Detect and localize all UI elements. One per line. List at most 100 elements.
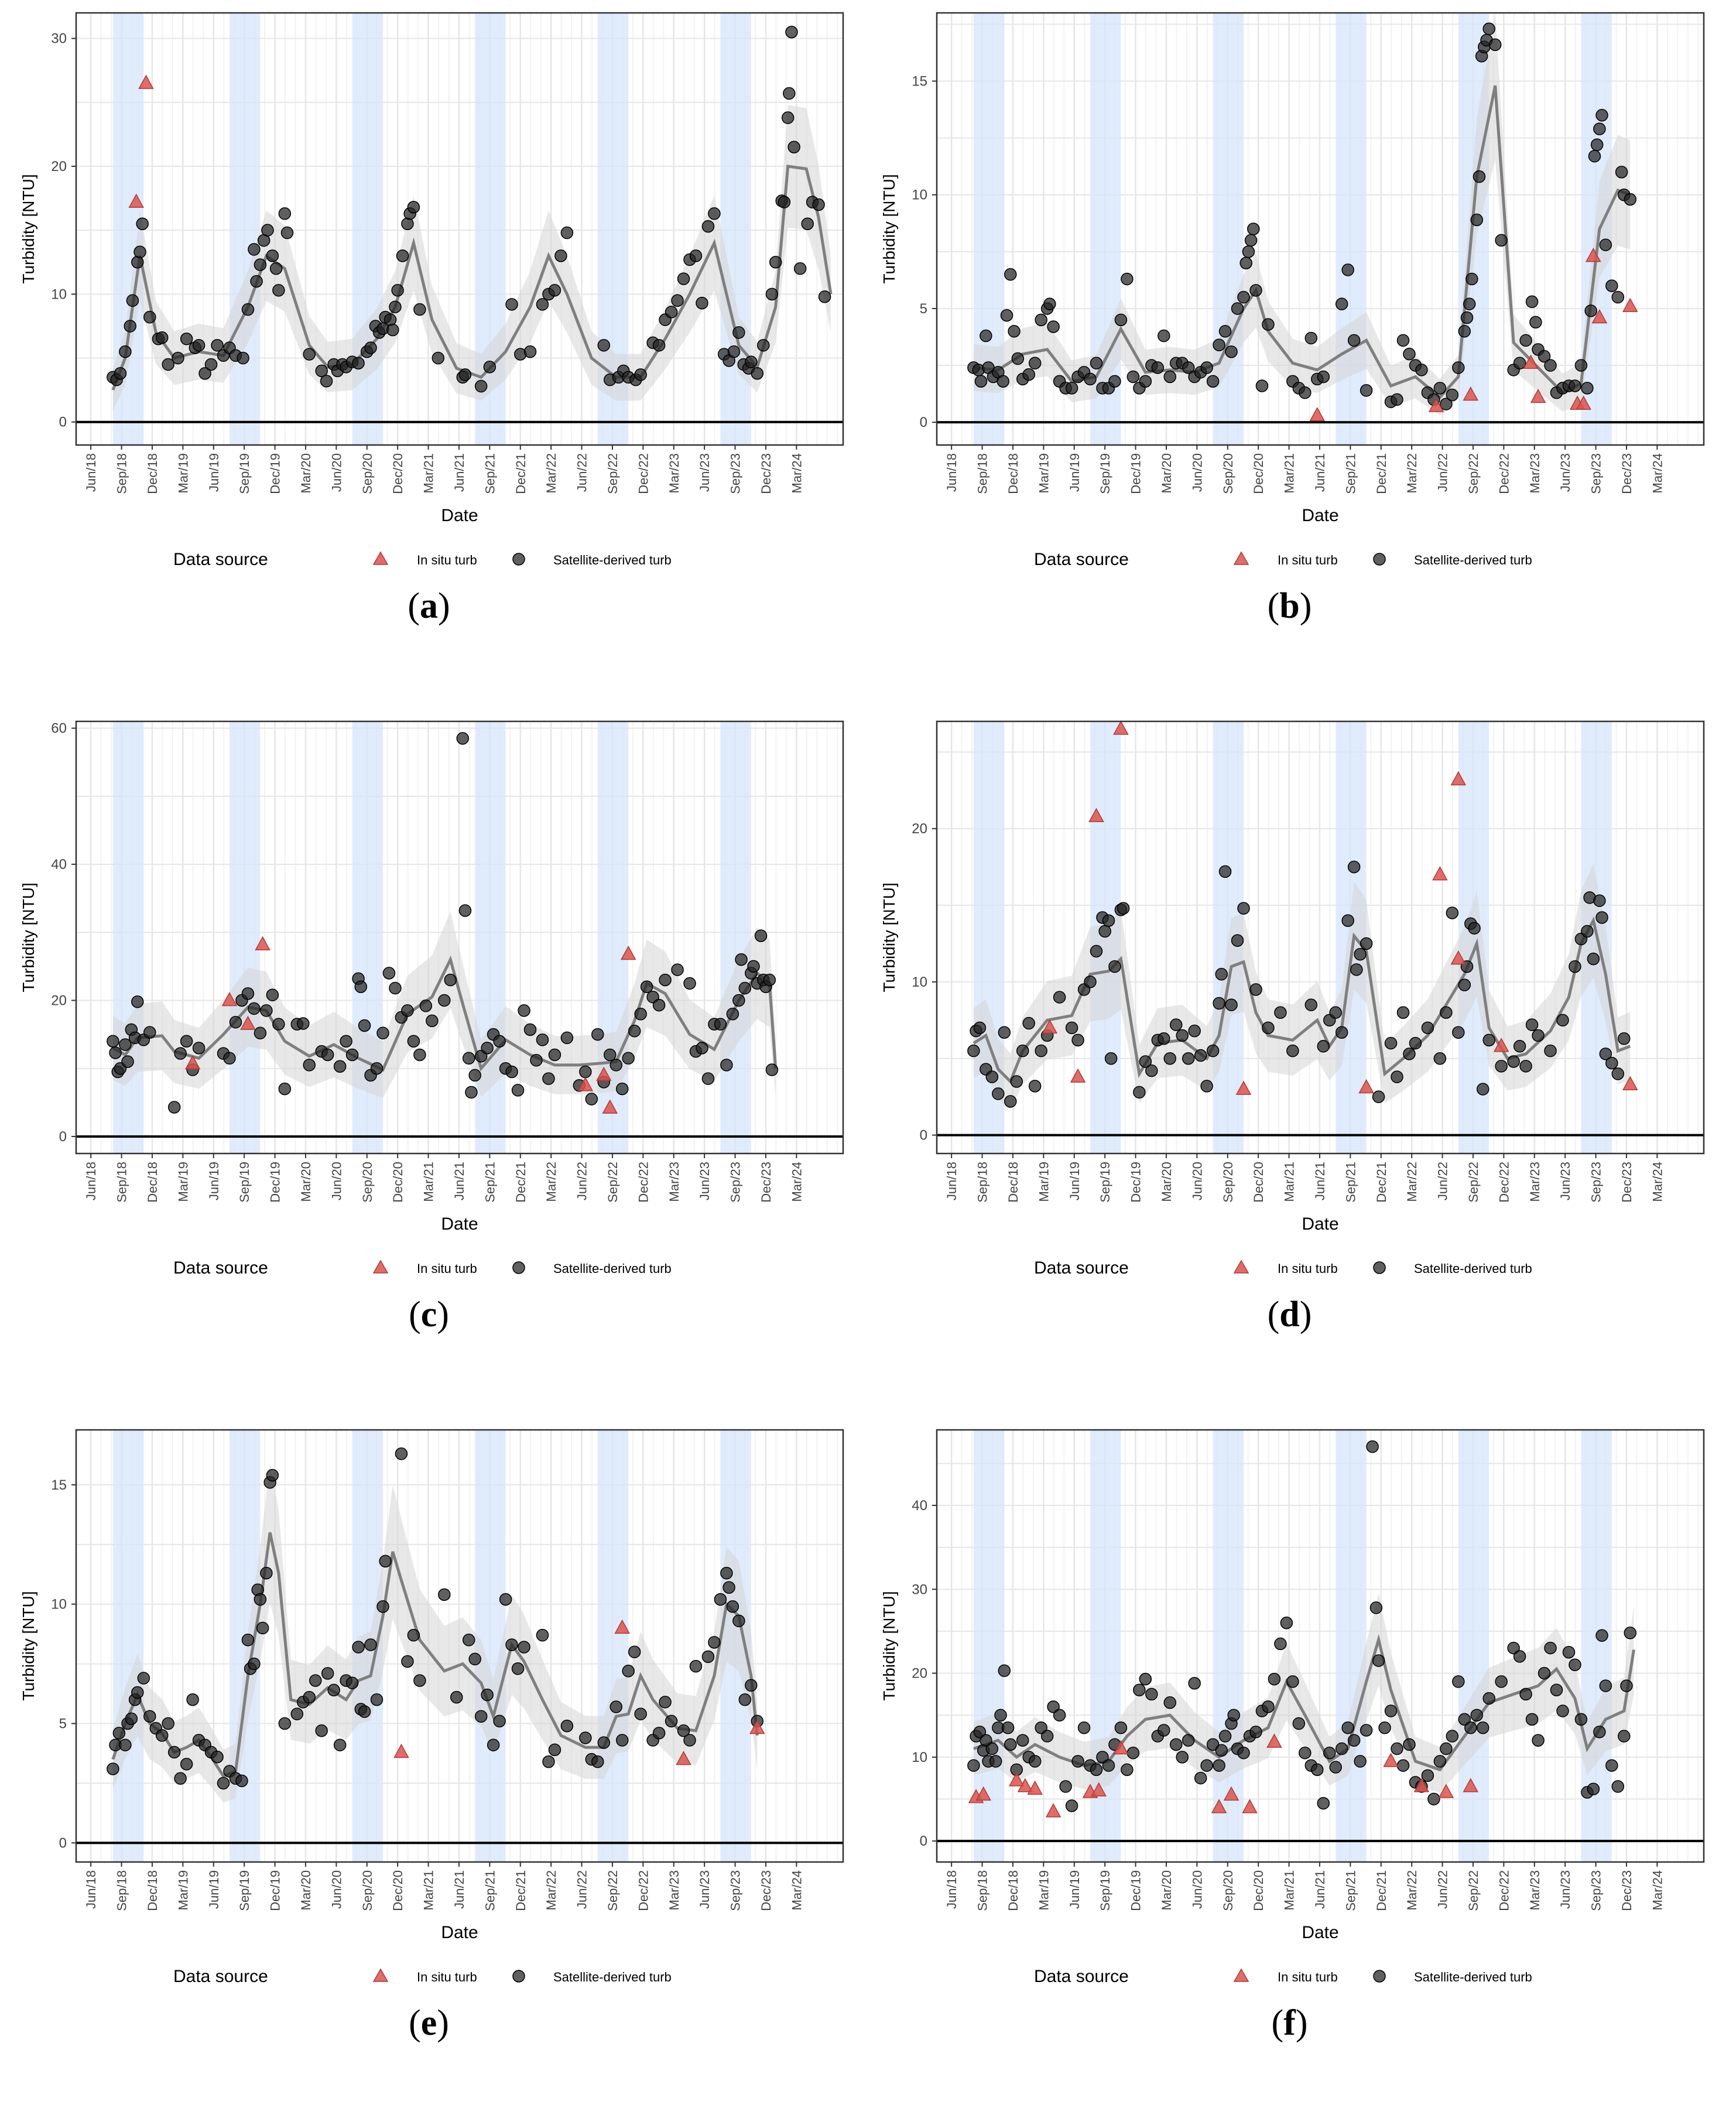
panel-label-letter: e bbox=[420, 2003, 437, 2043]
satellite-point bbox=[278, 207, 292, 220]
x-tick-label: Mar/21 bbox=[422, 453, 436, 493]
satellite-point bbox=[1188, 1677, 1201, 1690]
panel-label: (a) bbox=[0, 586, 858, 627]
satellite-point bbox=[1396, 334, 1410, 347]
satellite-point bbox=[530, 1054, 543, 1067]
satellite-point bbox=[1323, 1746, 1336, 1760]
satellite-point bbox=[622, 1665, 635, 1678]
satellite-point bbox=[1047, 1700, 1060, 1713]
satellite-point bbox=[671, 963, 684, 976]
panel-label-open: ( bbox=[408, 586, 420, 626]
x-tick-label: Mar/23 bbox=[667, 1162, 682, 1202]
satellite-point bbox=[1470, 213, 1483, 227]
in-situ-point bbox=[1266, 1733, 1282, 1748]
satellite-point bbox=[1605, 279, 1618, 292]
satellite-point bbox=[1274, 1637, 1287, 1651]
x-tick-label: Mar/19 bbox=[176, 453, 190, 493]
satellite-point bbox=[997, 375, 1009, 388]
satellite-point bbox=[1043, 297, 1056, 310]
satellite-point bbox=[172, 351, 184, 365]
satellite-point bbox=[1317, 1796, 1330, 1810]
satellite-point bbox=[1126, 370, 1140, 384]
satellite-point bbox=[1090, 1763, 1103, 1777]
x-tick-label: Jun/22 bbox=[575, 1162, 590, 1200]
legend-in-situ-marker bbox=[372, 551, 389, 565]
satellite-point bbox=[1595, 911, 1608, 924]
x-tick-label: Mar/23 bbox=[1528, 1162, 1542, 1202]
satellite-point bbox=[1396, 1759, 1410, 1772]
x-tick-label: Dec/18 bbox=[1006, 453, 1021, 494]
legend-satellite-label: Satellite-derived turb bbox=[553, 1261, 672, 1276]
satellite-point bbox=[1620, 1679, 1633, 1692]
satellite-point bbox=[1139, 1672, 1152, 1686]
satellite-point bbox=[1231, 302, 1244, 315]
in-situ-point bbox=[184, 1055, 201, 1070]
satellite-point bbox=[1262, 1021, 1275, 1035]
satellite-point bbox=[1011, 352, 1025, 365]
legend-in-situ-marker bbox=[1233, 551, 1249, 565]
x-tick-label: Sep/22 bbox=[605, 453, 620, 494]
satellite-point bbox=[364, 341, 377, 354]
x-tick-label: Dec/20 bbox=[391, 453, 405, 494]
satellite-point bbox=[1237, 290, 1250, 304]
satellite-point bbox=[1169, 1738, 1183, 1751]
satellite-point bbox=[386, 323, 399, 337]
y-tick-label: 30 bbox=[51, 31, 67, 47]
satellite-point bbox=[542, 1072, 555, 1085]
satellite-point bbox=[1372, 1090, 1385, 1103]
satellite-point bbox=[1378, 1721, 1391, 1734]
satellite-point bbox=[1139, 375, 1152, 388]
satellite-point bbox=[732, 326, 745, 339]
x-tick-label: Sep/22 bbox=[1466, 453, 1481, 494]
y-tick-label: 10 bbox=[912, 1750, 927, 1765]
satellite-point bbox=[548, 1048, 561, 1062]
satellite-point bbox=[1446, 1730, 1459, 1743]
y-tick-label: 0 bbox=[59, 1835, 67, 1851]
satellite-point bbox=[391, 284, 404, 297]
satellite-point bbox=[1354, 1755, 1367, 1768]
in-situ-point bbox=[1463, 1778, 1479, 1792]
satellite-point bbox=[1595, 109, 1608, 122]
satellite-point bbox=[560, 226, 574, 239]
satellite-point bbox=[107, 1762, 119, 1775]
satellite-point bbox=[481, 1042, 494, 1055]
x-tick-label: Dec/18 bbox=[145, 1162, 160, 1203]
satellite-point bbox=[1556, 1014, 1569, 1027]
satellite-point bbox=[1605, 1759, 1618, 1772]
satellite-point bbox=[266, 988, 279, 1001]
in-situ-point bbox=[1235, 1080, 1252, 1095]
in-situ-point bbox=[1070, 1068, 1086, 1083]
satellite-point bbox=[1299, 386, 1312, 399]
satellite-point bbox=[1458, 1713, 1471, 1726]
x-tick-label: Jun/23 bbox=[697, 1162, 712, 1200]
panel-label: (e) bbox=[0, 2003, 858, 2044]
satellite-point bbox=[1482, 1033, 1495, 1047]
x-tick-label: Dec/23 bbox=[1619, 1870, 1634, 1911]
x-tick-label: Mar/23 bbox=[667, 453, 682, 493]
satellite-point bbox=[1040, 1730, 1054, 1743]
smooth-line bbox=[112, 955, 778, 1072]
satellite-point bbox=[1206, 1738, 1220, 1751]
in-situ-point bbox=[1042, 1019, 1058, 1034]
satellite-point bbox=[973, 1021, 987, 1035]
satellite-point bbox=[468, 1652, 481, 1666]
satellite-point bbox=[1495, 1060, 1508, 1073]
satellite-point bbox=[1519, 1060, 1532, 1073]
x-tick-label: Jun/23 bbox=[1558, 453, 1573, 492]
satellite-point bbox=[364, 1638, 377, 1651]
satellite-point bbox=[994, 1709, 1007, 1721]
satellite-point bbox=[757, 338, 770, 352]
satellite-point bbox=[554, 249, 567, 262]
satellite-point bbox=[1525, 295, 1539, 309]
satellite-point bbox=[1532, 1029, 1545, 1042]
satellite-point bbox=[192, 1042, 206, 1055]
x-tick-label: Dec/18 bbox=[1006, 1870, 1021, 1911]
satellite-point bbox=[548, 284, 561, 297]
satellite-point bbox=[1403, 347, 1416, 361]
plot-border bbox=[936, 12, 1705, 446]
satellite-point bbox=[714, 1018, 727, 1031]
x-tick-label: Sep/18 bbox=[115, 1162, 129, 1203]
satellite-point bbox=[250, 275, 263, 288]
satellite-point bbox=[290, 1707, 304, 1720]
satellite-point bbox=[1225, 345, 1238, 358]
